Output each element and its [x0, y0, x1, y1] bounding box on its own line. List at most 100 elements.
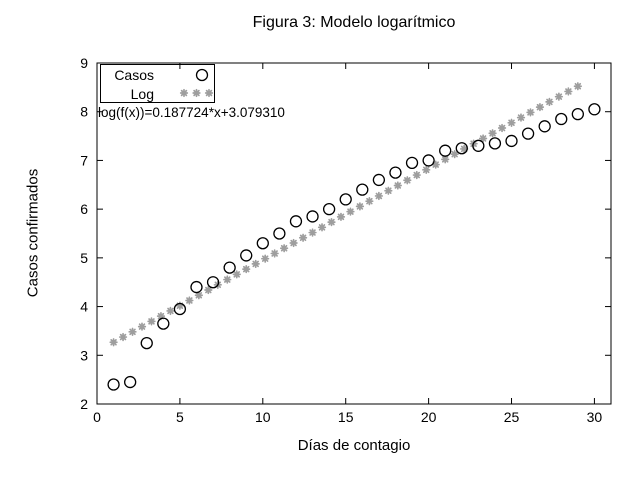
casos-data-point — [405, 156, 419, 170]
casos-data-point — [372, 173, 386, 187]
log-model-point — [289, 238, 298, 248]
x-tick-label: 25 — [504, 409, 520, 425]
fit-equation-annotation: log(f(x))=0.187724*x+3.079310 — [98, 105, 285, 120]
log-model-point — [156, 311, 166, 321]
casos-data-point — [157, 317, 170, 330]
legend-label-casos: Casos — [114, 67, 154, 83]
plot-border — [96, 62, 612, 405]
log-model-point — [128, 327, 137, 336]
log-model-point — [459, 144, 469, 154]
casos-data-point — [439, 144, 452, 157]
casos-data-point — [339, 193, 352, 206]
log-model-point — [516, 113, 526, 122]
log-model-point — [147, 317, 156, 326]
casos-data-point — [472, 139, 485, 152]
log-model-point — [223, 275, 232, 284]
casos-data-point — [240, 249, 253, 262]
y-tick-label: 5 — [80, 250, 88, 266]
log-model-point — [279, 244, 289, 253]
log-model-point — [355, 202, 365, 211]
log-model-point — [204, 285, 213, 295]
log-model-point — [175, 301, 185, 310]
log-model-point — [336, 212, 346, 222]
log-model-point — [194, 291, 204, 300]
casos-data-point — [488, 137, 502, 150]
y-tick-label: 4 — [80, 299, 88, 315]
y-tick-label: 9 — [80, 55, 88, 71]
casos-data-point — [107, 378, 120, 391]
log-model-point — [441, 155, 450, 164]
casos-data-point — [505, 134, 518, 148]
casos-data-point — [588, 103, 601, 116]
casos-data-point — [190, 280, 203, 294]
chart-title: Figura 3: Modelo logarítmico — [252, 14, 456, 31]
log-model-point — [393, 181, 402, 190]
log-model-point — [384, 186, 393, 195]
y-tick-label: 6 — [80, 201, 88, 217]
log-model-point — [109, 338, 118, 347]
casos-data-point — [538, 120, 551, 133]
log-model-point — [365, 197, 374, 206]
legend-marker-log — [179, 88, 189, 98]
legend-label-log: Log — [130, 86, 154, 102]
casos-data-point — [256, 237, 269, 250]
log-model-point — [545, 97, 554, 107]
log-model-point — [573, 82, 582, 91]
casos-data-point — [571, 108, 584, 121]
log-model-point — [497, 123, 507, 133]
casos-data-point — [173, 302, 187, 316]
y-tick-label: 7 — [80, 152, 88, 168]
log-model-point — [526, 108, 535, 117]
log-model-point — [166, 306, 175, 316]
x-tick-label: 10 — [255, 409, 271, 425]
log-model-point — [554, 92, 564, 101]
casos-data-point — [306, 210, 319, 223]
log-model-point — [317, 223, 327, 232]
casos-data-point — [206, 276, 220, 289]
x-tick-label: 5 — [176, 409, 184, 425]
casos-data-point — [555, 112, 568, 126]
casos-data-point — [422, 154, 435, 167]
log-model-point — [118, 332, 128, 342]
log-model-point — [242, 264, 251, 274]
log-model-point — [564, 87, 573, 96]
x-axis-label: Días de contagio — [297, 437, 411, 454]
casos-data-point — [223, 261, 236, 274]
log-model-point — [535, 102, 545, 112]
y-axis-label: Casos confirmados — [24, 168, 42, 298]
log-model-point — [298, 233, 308, 242]
casos-data-point — [322, 202, 336, 216]
log-model-point — [251, 259, 260, 269]
legend-marker-log — [204, 88, 214, 98]
casos-data-point — [521, 127, 535, 140]
log-model-point — [270, 249, 279, 258]
y-tick-label: 8 — [80, 104, 88, 120]
casos-data-point — [124, 375, 137, 389]
x-tick-label: 15 — [338, 409, 354, 425]
log-model-point — [403, 176, 412, 185]
log-model-point — [346, 207, 355, 216]
log-model-point — [261, 254, 270, 263]
x-tick-label: 30 — [587, 409, 603, 425]
x-tick-label: 20 — [421, 409, 437, 425]
log-model-point — [478, 134, 488, 143]
log-model-point — [431, 160, 440, 169]
log-model-point — [137, 322, 147, 331]
casos-data-point — [289, 215, 303, 228]
log-model-point — [308, 228, 317, 237]
x-tick-label: 0 — [93, 409, 101, 425]
log-model-point — [422, 165, 431, 174]
log-model-point — [450, 150, 459, 159]
casos-data-point — [273, 227, 286, 240]
casos-data-point — [389, 166, 402, 179]
log-model-point — [412, 170, 421, 180]
legend-box — [100, 64, 215, 103]
log-model-point — [327, 217, 336, 227]
log-model-point — [507, 118, 516, 127]
log-model-point — [374, 191, 384, 201]
casos-data-point — [356, 183, 369, 196]
log-model-point — [232, 270, 241, 279]
log-model-point — [185, 296, 194, 305]
